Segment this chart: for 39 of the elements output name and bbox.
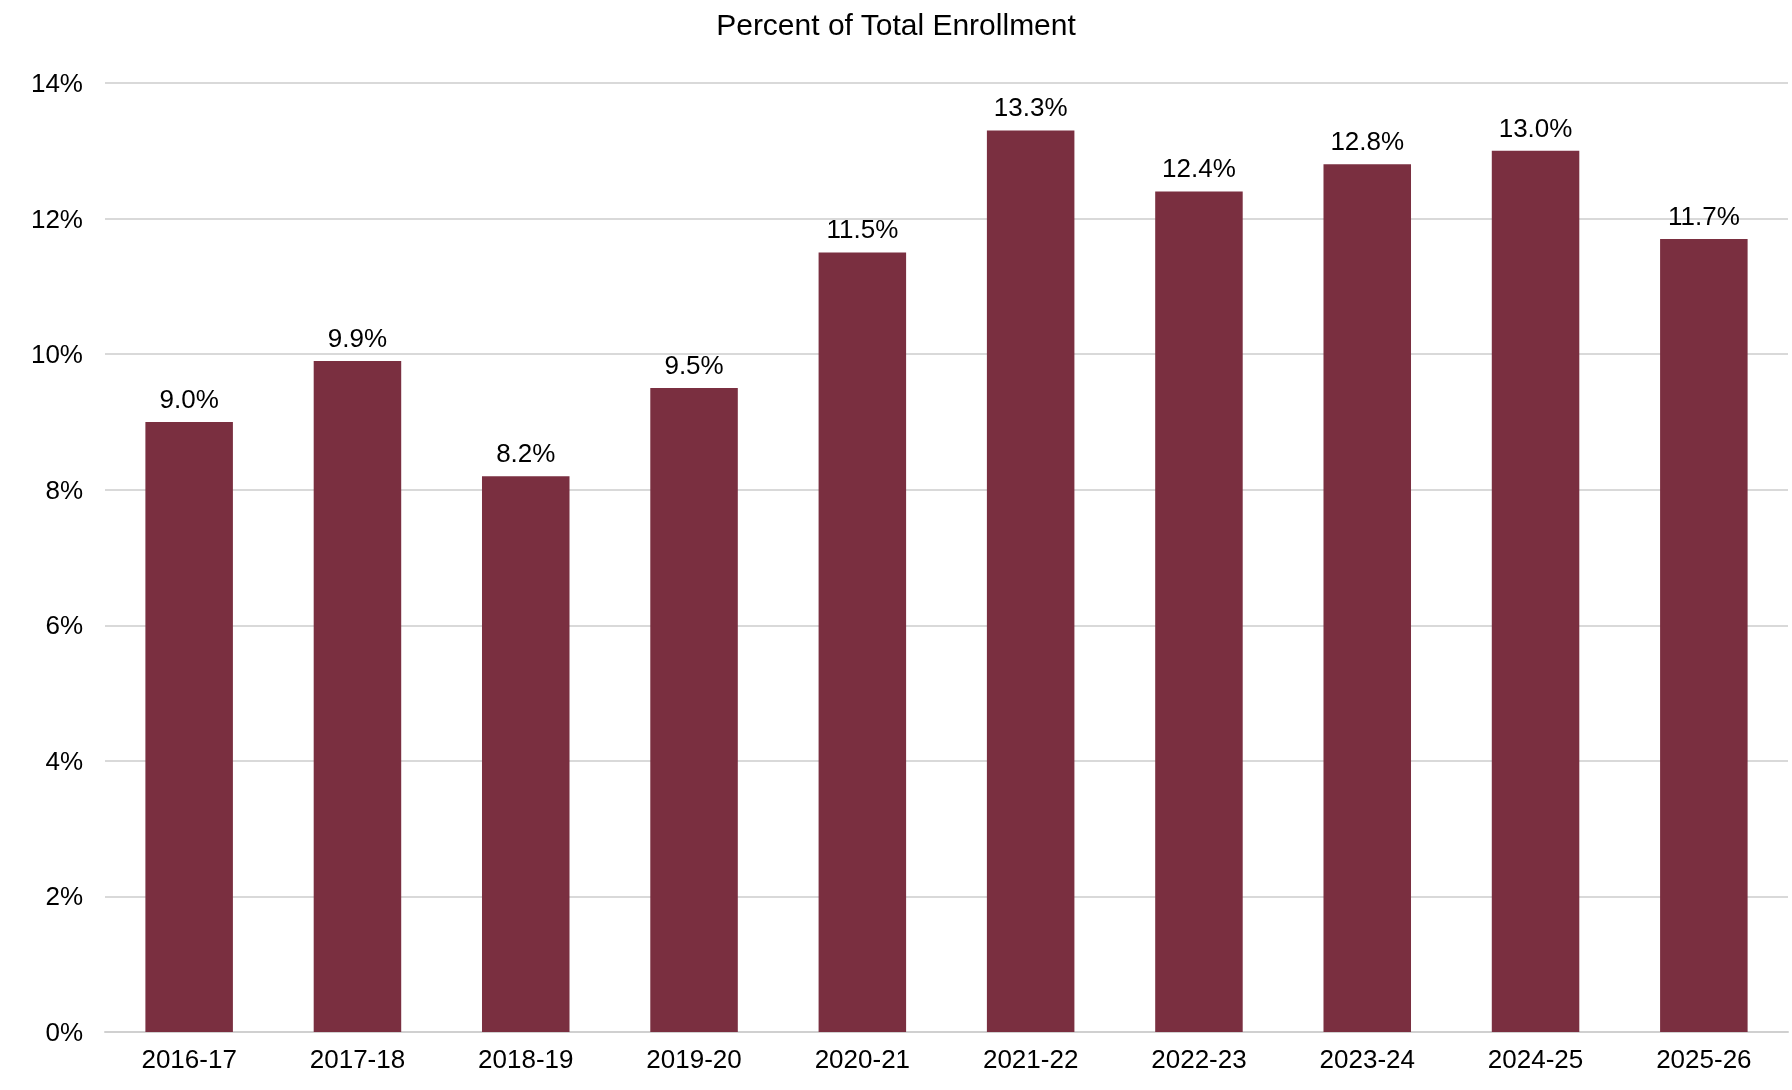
bar (1491, 150, 1580, 1032)
bar (986, 130, 1075, 1032)
x-tick-label: 2016-17 (141, 1044, 237, 1074)
data-label: 9.9% (327, 322, 388, 353)
data-label: 13.0% (1498, 112, 1573, 143)
y-tick-label: 14% (30, 68, 83, 98)
bar (1323, 164, 1412, 1032)
x-tick-label: 2019-20 (646, 1044, 742, 1074)
data-label: 9.0% (159, 383, 219, 414)
data-label: 12.4% (1162, 153, 1236, 184)
data-label: 11.7% (1667, 200, 1740, 231)
y-tick-label: 10% (30, 339, 83, 370)
x-tick-label: 2024-25 (1487, 1044, 1584, 1074)
y-tick-label: 6% (45, 610, 83, 641)
y-tick-label: 8% (45, 474, 83, 505)
y-tick-label: 0% (45, 1017, 83, 1047)
bar (1155, 191, 1243, 1032)
bar (481, 476, 570, 1032)
x-tick-label: 2025-26 (1656, 1044, 1752, 1074)
data-label: 11.5% (826, 214, 899, 245)
bar (1660, 238, 1748, 1032)
data-label: 8.2% (496, 438, 556, 469)
x-tick-label: 2022-23 (1151, 1044, 1247, 1074)
y-tick-label: 4% (45, 745, 83, 776)
x-tick-label: 2021-22 (982, 1044, 1079, 1074)
data-label: 13.3% (993, 92, 1068, 123)
bar (145, 421, 233, 1032)
x-tick-label: 2020-21 (814, 1044, 911, 1074)
bar (650, 388, 738, 1032)
bar (313, 360, 402, 1032)
y-tick-label: 2% (45, 881, 83, 912)
x-tick-label: 2018-19 (478, 1044, 574, 1074)
x-tick-label: 2023-24 (1319, 1044, 1415, 1074)
y-tick-label: 12% (30, 203, 83, 234)
bar (818, 252, 907, 1032)
chart-title: Percent of Total Enrollment (716, 7, 1077, 41)
data-label: 12.8% (1330, 126, 1405, 157)
data-label: 9.5% (664, 350, 724, 381)
x-tick-label: 2017-18 (309, 1044, 406, 1074)
